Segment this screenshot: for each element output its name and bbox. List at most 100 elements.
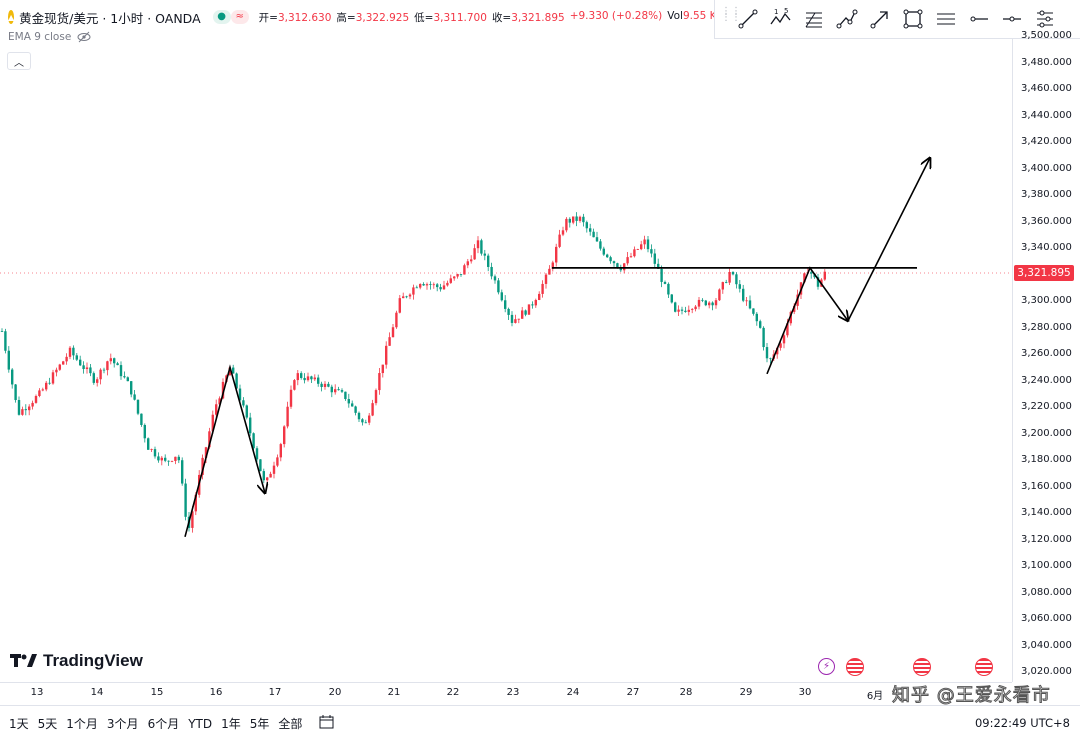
- candle-body: [126, 377, 129, 382]
- eye-hidden-icon[interactable]: [77, 31, 91, 43]
- lightning-event-icon[interactable]: ⚡: [818, 658, 835, 675]
- candle-body: [646, 239, 650, 250]
- clock[interactable]: 09:22:49 UTC+8: [974, 716, 1070, 730]
- candle-body: [191, 511, 194, 528]
- tv-logo-icon: [10, 654, 37, 667]
- range-button[interactable]: 1天: [9, 717, 29, 731]
- candle-body: [79, 359, 82, 366]
- candle-body: [776, 347, 779, 355]
- fib-retracement-icon[interactable]: [797, 4, 830, 34]
- collapse-legend-button[interactable]: ︿: [7, 52, 31, 70]
- candle-body: [34, 395, 38, 403]
- candle-body: [493, 276, 497, 281]
- goto-date-icon[interactable]: [318, 714, 336, 733]
- horizontal-ray-icon[interactable]: [962, 4, 995, 34]
- candle-body: [31, 402, 34, 407]
- us-flag-event-icon[interactable]: [846, 658, 864, 676]
- candle-body: [578, 216, 582, 221]
- candle-body: [660, 268, 663, 282]
- candle-body: [133, 394, 136, 400]
- range-button[interactable]: 6个月: [147, 717, 180, 731]
- candle-body: [473, 248, 476, 260]
- candle-body: [697, 299, 701, 307]
- candle-body: [755, 313, 758, 322]
- candle-body: [524, 310, 527, 315]
- candle-body: [242, 400, 245, 406]
- time-tick: 28: [679, 687, 693, 698]
- candle-body: [51, 372, 55, 384]
- range-button[interactable]: 3个月: [106, 717, 139, 731]
- us-flag-event-icon[interactable]: [913, 658, 931, 676]
- price-tick: 3,020.000: [1021, 666, 1072, 677]
- price-axis[interactable]: 3,500.000 3,480.000 3,460.000 3,440.000 3,42…: [1012, 30, 1080, 682]
- candle-body: [595, 237, 599, 242]
- time-axis[interactable]: 13 14 15 16 17 20 21 22 23 24 27 28 29 30 6月: [0, 682, 1012, 705]
- arrow-drawing[interactable]: [184, 364, 265, 538]
- candle-body: [136, 399, 140, 414]
- ohlc-item: Vol9.55 K: [667, 10, 716, 25]
- candle-body: [85, 367, 89, 370]
- arrow-drawing[interactable]: [766, 266, 848, 375]
- parallel-channel-icon[interactable]: [929, 4, 962, 34]
- drag-handle-icon[interactable]: ⋮⋮ ⋮⋮: [721, 6, 741, 23]
- candle-body: [147, 438, 150, 450]
- candle-body: [704, 300, 707, 306]
- price-tick: 3,360.000: [1021, 215, 1072, 227]
- candle-body: [514, 319, 517, 323]
- range-button[interactable]: 1年: [221, 717, 241, 731]
- candle-body: [701, 299, 704, 301]
- arrow-drawing[interactable]: [847, 158, 930, 322]
- candle-body: [674, 302, 677, 312]
- candle-body: [7, 350, 10, 370]
- horizontal-line-icon[interactable]: [995, 4, 1028, 34]
- price-tick: 3,160.000: [1021, 480, 1072, 492]
- status-indicators: ● ≈: [212, 10, 249, 24]
- trend-line-icon[interactable]: [731, 4, 764, 34]
- range-button[interactable]: 全部: [278, 717, 303, 731]
- candle-body: [619, 267, 622, 271]
- candle-body: [143, 424, 146, 439]
- range-button[interactable]: 5年: [249, 717, 270, 731]
- range-button[interactable]: YTD: [188, 716, 213, 731]
- tradingview-logo[interactable]: TradingView: [10, 651, 143, 671]
- price-tick: 3,400.000: [1021, 162, 1072, 174]
- candle-body: [228, 367, 231, 376]
- candle-body: [487, 255, 490, 267]
- candle-body: [629, 256, 633, 258]
- candle-body: [293, 380, 296, 390]
- ohlc-label: 开=: [258, 11, 278, 24]
- wave-label-1: 1: [774, 8, 778, 16]
- candle-body: [731, 271, 735, 275]
- candle-body: [612, 261, 616, 264]
- rectangle-icon[interactable]: [896, 4, 929, 34]
- wave-label-5: 5: [784, 8, 788, 15]
- candle-body: [684, 310, 687, 312]
- path-icon[interactable]: [830, 4, 863, 34]
- symbol-title[interactable]: 黄金现货/美元 · 1小时 · OANDA: [19, 10, 201, 26]
- time-tick: 14: [90, 687, 104, 698]
- drawings-group[interactable]: [184, 158, 930, 538]
- market-open-dot-icon[interactable]: ●: [212, 10, 231, 24]
- indicator-legend[interactable]: EMA 9 close: [8, 31, 91, 43]
- candle-body: [602, 248, 605, 255]
- time-tick: 6月: [866, 691, 884, 702]
- candle-body: [541, 283, 544, 294]
- candle-body: [782, 335, 786, 344]
- candle-body: [419, 284, 422, 288]
- candle-body: [742, 288, 745, 301]
- data-delay-icon[interactable]: ≈: [230, 10, 249, 24]
- candle-body: [272, 465, 276, 474]
- settings-lines-icon[interactable]: [1028, 4, 1061, 34]
- arrow-icon[interactable]: [863, 4, 896, 34]
- range-button[interactable]: 1个月: [66, 717, 98, 731]
- range-button[interactable]: 5天: [37, 717, 58, 731]
- candle-body: [381, 364, 384, 374]
- candle-body: [153, 449, 157, 457]
- candle-body: [211, 414, 214, 432]
- candle-body: [446, 282, 449, 286]
- candle-body: [422, 284, 425, 286]
- us-flag-event-icon[interactable]: [975, 658, 993, 676]
- candle-body: [565, 218, 568, 231]
